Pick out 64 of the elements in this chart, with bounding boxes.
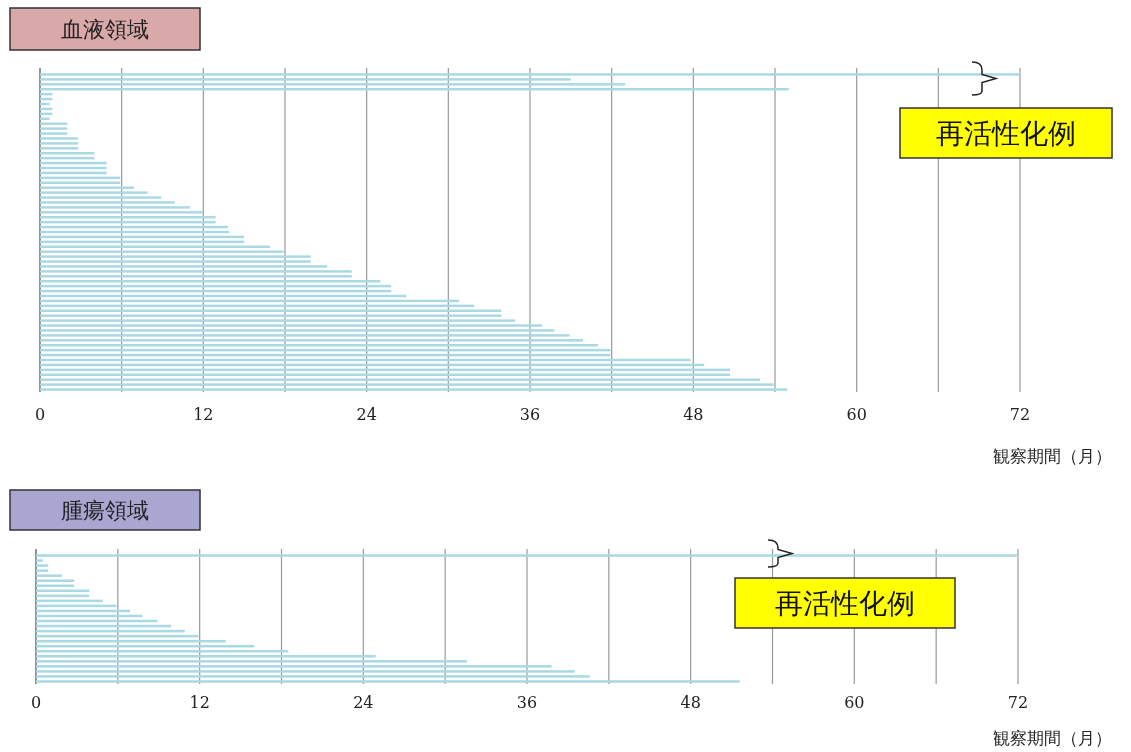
- bar: [36, 670, 575, 673]
- bar: [40, 201, 175, 204]
- bar: [40, 196, 162, 199]
- bar: [40, 147, 79, 150]
- bar: [40, 329, 555, 332]
- x-tick-label: 12: [193, 405, 214, 424]
- x-tick-label: 0: [30, 693, 42, 712]
- x-tick-label: 72: [1007, 693, 1029, 712]
- bar: [36, 680, 740, 683]
- bar: [40, 127, 68, 130]
- bar: [36, 559, 43, 562]
- bar: [36, 584, 75, 588]
- x-tick-label: 60: [844, 693, 865, 712]
- bar: [40, 388, 788, 391]
- bar: [36, 660, 467, 663]
- x-axis-title: 観察期間（月）: [993, 728, 1112, 748]
- bar: [40, 334, 570, 337]
- bar: [40, 314, 502, 317]
- x-tick-label: 0: [34, 405, 46, 424]
- x-tick-label: 36: [519, 405, 541, 424]
- bar: [40, 73, 1020, 76]
- bar: [40, 78, 571, 81]
- x-tick-label: 48: [680, 693, 701, 712]
- bar: [40, 122, 68, 125]
- annotation: 再活性化例: [936, 117, 1076, 150]
- bar: [40, 383, 774, 386]
- bar: [40, 339, 584, 342]
- bar: [36, 675, 590, 678]
- bar: [36, 564, 49, 567]
- bar: [40, 132, 68, 135]
- bar: [40, 270, 352, 273]
- annotation: 再活性化例: [775, 587, 915, 620]
- x-tick-label: 12: [189, 693, 210, 712]
- bar: [40, 255, 311, 258]
- bar: [36, 649, 289, 653]
- bar: [40, 186, 134, 189]
- bar: [36, 569, 49, 572]
- x-tick-label: 48: [683, 405, 704, 424]
- bar: [40, 275, 352, 278]
- chart-title: 血液領域: [61, 17, 149, 42]
- x-axis-title: 観察期間（月）: [993, 446, 1112, 466]
- x-tick-label: 72: [1009, 405, 1031, 424]
- bar: [40, 83, 626, 86]
- bar: [36, 665, 552, 668]
- bar: [40, 378, 761, 381]
- x-tick-label: 60: [846, 405, 867, 424]
- bar: [40, 206, 190, 209]
- x-tick-label: 36: [516, 693, 538, 712]
- bar: [40, 211, 204, 214]
- bar: [40, 265, 328, 268]
- bar: [36, 574, 62, 577]
- chart-title: 腫瘍領域: [61, 498, 149, 523]
- bar: [40, 142, 79, 145]
- bar: [40, 324, 543, 327]
- bar: [40, 250, 284, 253]
- bar: [40, 319, 516, 322]
- bar: [36, 655, 376, 658]
- x-tick-label: 24: [356, 405, 377, 424]
- bar: [40, 260, 311, 263]
- bar: [40, 137, 79, 140]
- bar: [40, 191, 148, 194]
- bar: [36, 554, 1018, 557]
- bar: [36, 579, 75, 582]
- x-tick-label: 24: [353, 693, 374, 712]
